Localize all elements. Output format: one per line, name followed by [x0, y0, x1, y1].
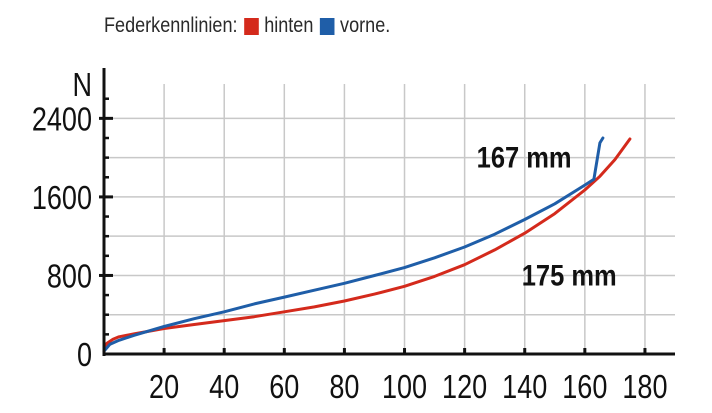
- y-tick-label: 0: [77, 338, 92, 374]
- y-tick-label: 2400: [32, 102, 92, 138]
- annotation-label: 175 mm: [522, 258, 617, 291]
- y-tick-label: 1600: [32, 180, 92, 216]
- x-tick-label: 140: [502, 370, 547, 406]
- annotation-label: 167 mm: [477, 141, 572, 174]
- series-lines: [102, 136, 632, 353]
- chart-annotations: 167 mm 175 mm: [477, 141, 617, 292]
- legend-title: Federkennlinien:: [104, 14, 238, 37]
- y-axis-label: N: [72, 68, 92, 104]
- x-tick-label: 100: [382, 370, 427, 406]
- x-tick-label: 20: [149, 370, 179, 406]
- legend-swatch-hinten: [244, 17, 260, 35]
- series-line-vorne: [102, 136, 605, 353]
- x-tick-label: 80: [329, 370, 359, 406]
- x-tick-label: 180: [622, 370, 667, 406]
- grid-lines: [104, 84, 675, 354]
- x-tick-label: 40: [209, 370, 239, 406]
- legend-label-hinten: hinten: [264, 14, 314, 37]
- series-line-hinten: [102, 137, 632, 353]
- x-tick-label: 120: [442, 370, 487, 406]
- y-tick-label: 800: [47, 259, 92, 295]
- x-tick-label: 60: [269, 370, 299, 406]
- chart-legend: Federkennlinien: hinten vorne.: [104, 14, 390, 38]
- legend-label-vorne: vorne.: [340, 14, 391, 37]
- legend-swatch-vorne: [320, 17, 335, 35]
- x-tick-label: 160: [562, 370, 607, 406]
- chart-axes: [99, 68, 675, 356]
